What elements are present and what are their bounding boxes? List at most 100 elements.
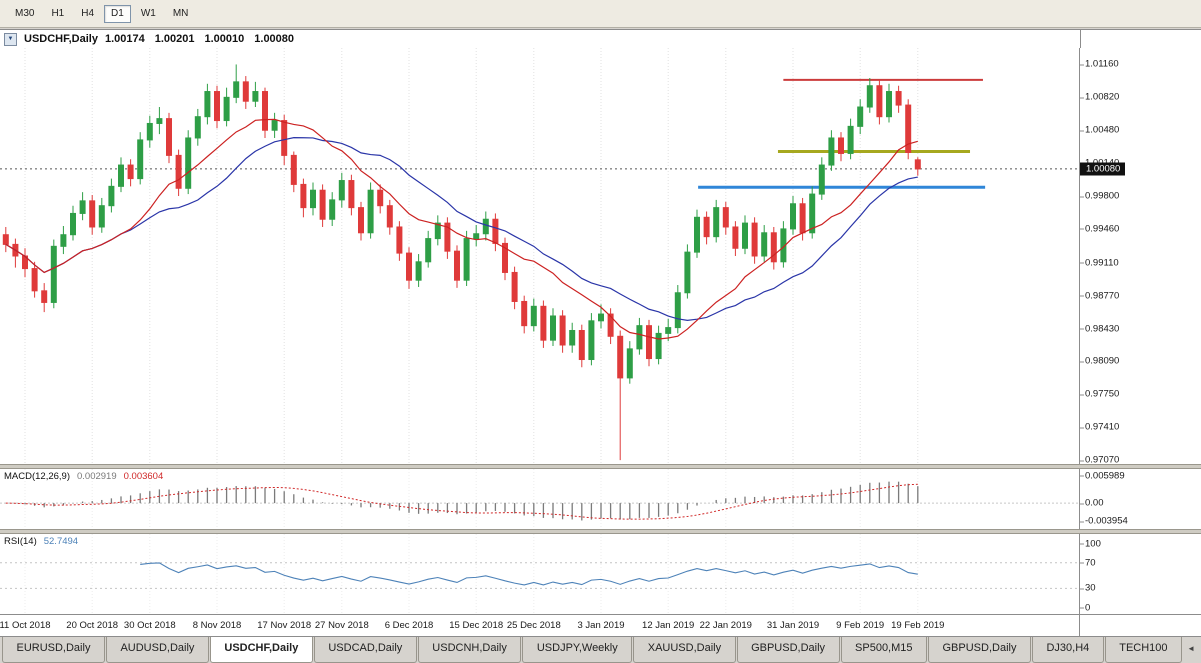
price-label: 1.00480 — [1079, 124, 1120, 136]
tab-usdchf-daily[interactable]: USDCHF,Daily — [209, 637, 313, 663]
ma-fast-line — [5, 118, 918, 340]
vertical-gridlines — [24, 534, 919, 614]
price-label: 0.98430 — [1079, 323, 1120, 335]
rsi-label: RSI(14) 52.7494 — [4, 536, 78, 547]
price-label: 0.97750 — [1079, 388, 1120, 400]
main-chart-svg — [0, 48, 1079, 464]
rsi-value: 52.7494 — [43, 536, 79, 547]
collapse-chart-icon[interactable]: ▼ — [4, 32, 17, 46]
price-label: 1.00820 — [1079, 91, 1120, 103]
timeframe-button-w1[interactable]: W1 — [134, 5, 163, 23]
timeframe-toolbar: M30 H1 H4 D1 W1 MN — [0, 0, 1201, 28]
date-label: 15 Dec 2018 — [449, 620, 504, 631]
price-label: 0.98090 — [1079, 355, 1120, 367]
timeframe-button-h4[interactable]: H4 — [74, 5, 101, 23]
pane-splitter[interactable] — [0, 464, 1201, 469]
main-chart-row: 1.011601.008201.004801.001400.998000.994… — [0, 48, 1201, 466]
chart-header-left: ▼ USDCHF,Daily 1.00174 1.00201 1.00010 1… — [0, 30, 1080, 48]
high-value: 1.00201 — [154, 33, 195, 45]
chart-tabs-bar: EURUSD,Daily AUDUSD,Daily USDCHF,Daily USDC… — [0, 636, 1201, 663]
tab-xauusd-daily[interactable]: XAUUSD,Daily — [633, 637, 736, 663]
price-label: 70 — [1080, 557, 1096, 569]
price-label: 100 — [1080, 538, 1101, 550]
price-scale[interactable]: 1.011601.008201.004801.001400.998000.994… — [1079, 48, 1200, 466]
price-label: 0.005989 — [1080, 470, 1125, 482]
current-price-badge: 1.00080 — [1080, 162, 1126, 176]
date-label: 20 Oct 2018 — [66, 620, 119, 631]
tab-scroll-left-icon[interactable]: ◄ — [1187, 644, 1195, 653]
price-label: -0.003954 — [1080, 515, 1128, 527]
tab-eurusd-daily[interactable]: EURUSD,Daily — [2, 637, 105, 663]
price-label: 0.97070 — [1079, 454, 1120, 466]
macd-pane[interactable]: MACD(12,26,9) 0.002919 0.003604 — [0, 469, 1079, 529]
macd-histogram — [14, 481, 919, 521]
rsi-pane[interactable]: RSI(14) 52.7494 — [0, 534, 1079, 614]
date-label: 3 Jan 2019 — [577, 620, 625, 631]
tab-audusd-daily[interactable]: AUDUSD,Daily — [105, 637, 209, 663]
tab-usdjpy-weekly[interactable]: USDJPY,Weekly — [522, 637, 633, 663]
chart-header: ▼ USDCHF,Daily 1.00174 1.00201 1.00010 1… — [0, 30, 1201, 48]
date-label: 22 Jan 2019 — [699, 620, 752, 631]
time-axis[interactable]: 11 Oct 2018 20 Oct 2018 30 Oct 2018 8 Nov 2… — [0, 614, 1079, 636]
timeframe-button-mn[interactable]: MN — [166, 5, 196, 23]
macd-name: MACD(12,26,9) — [4, 471, 70, 482]
time-axis-row: 11 Oct 2018 20 Oct 2018 30 Oct 2018 8 Nov 2… — [0, 614, 1201, 636]
macd-svg — [0, 469, 1079, 529]
tab-gbpusd-daily[interactable]: GBPUSD,Daily — [928, 637, 1031, 663]
price-label: 0.97410 — [1079, 421, 1120, 433]
rsi-svg — [0, 534, 1079, 614]
price-label: 0.98770 — [1079, 290, 1120, 302]
open-value: 1.00174 — [104, 33, 145, 45]
date-label: 30 Oct 2018 — [123, 620, 176, 631]
main-chart-pane[interactable] — [0, 48, 1079, 464]
date-label: 8 Nov 2018 — [192, 620, 242, 631]
date-label: 9 Feb 2019 — [836, 620, 885, 631]
low-value: 1.00010 — [204, 33, 245, 45]
macd-main-value: 0.002919 — [77, 471, 117, 482]
timeframe-button-h1[interactable]: H1 — [44, 5, 71, 23]
candles-down — [2, 76, 921, 461]
axis-corner — [1079, 614, 1201, 636]
chart-ohlc-values: 1.00174 1.00201 1.00010 1.00080 — [105, 33, 294, 45]
timeframe-button-d1[interactable]: D1 — [104, 4, 131, 23]
tab-dj30-h4[interactable]: DJ30,H4 — [1031, 637, 1104, 663]
date-label: 6 Dec 2018 — [384, 620, 434, 631]
date-label: 25 Dec 2018 — [506, 620, 561, 631]
macd-signal-value: 0.003604 — [123, 471, 164, 482]
price-label: 0.00 — [1080, 497, 1104, 509]
price-label: 30 — [1080, 582, 1096, 594]
rsi-line — [140, 562, 918, 586]
chart-symbol-label: USDCHF,Daily — [24, 33, 98, 45]
macd-signal-line — [5, 483, 918, 520]
price-label: 1.01160 — [1080, 58, 1119, 70]
close-value: 1.00080 — [254, 33, 295, 45]
chart-header-spacer — [1080, 30, 1201, 48]
tab-sp500-m15[interactable]: SP500,M15 — [840, 637, 928, 663]
date-label: 27 Nov 2018 — [314, 620, 369, 631]
price-label: 0 — [1079, 602, 1091, 614]
date-label: 17 Nov 2018 — [257, 620, 312, 631]
chart-window: ▼ USDCHF,Daily 1.00174 1.00201 1.00010 1… — [0, 29, 1201, 636]
price-label: 0.99460 — [1079, 223, 1120, 235]
tab-usdcad-daily[interactable]: USDCAD,Daily — [313, 637, 417, 663]
price-label: 0.99110 — [1080, 257, 1119, 269]
rsi-scale[interactable]: 100 70 30 0 — [1079, 534, 1200, 614]
date-label: 11 Oct 2018 — [0, 620, 51, 631]
date-label: 31 Jan 2019 — [766, 620, 820, 631]
rsi-row: RSI(14) 52.7494 100 70 30 0 — [0, 534, 1201, 614]
ma-slow-line — [5, 137, 918, 322]
date-label: 12 Jan 2019 — [642, 620, 695, 631]
price-label: 0.99800 — [1079, 190, 1120, 202]
macd-row: MACD(12,26,9) 0.002919 0.003604 0.005989 0.… — [0, 469, 1201, 529]
macd-scale[interactable]: 0.005989 0.00 -0.003954 — [1079, 469, 1200, 529]
rsi-name: RSI(14) — [4, 536, 37, 547]
candles-up — [50, 64, 892, 384]
tab-tech100[interactable]: TECH100 — [1104, 637, 1183, 663]
tab-gbpusd-daily[interactable]: GBPUSD,Daily — [736, 637, 840, 663]
pane-splitter[interactable] — [0, 529, 1201, 534]
tab-usdcnh-daily[interactable]: USDCNH,Daily — [417, 637, 522, 663]
date-label: 19 Feb 2019 — [891, 620, 945, 631]
macd-label: MACD(12,26,9) 0.002919 0.003604 — [4, 471, 163, 482]
timeframe-button-m30[interactable]: M30 — [8, 5, 41, 23]
